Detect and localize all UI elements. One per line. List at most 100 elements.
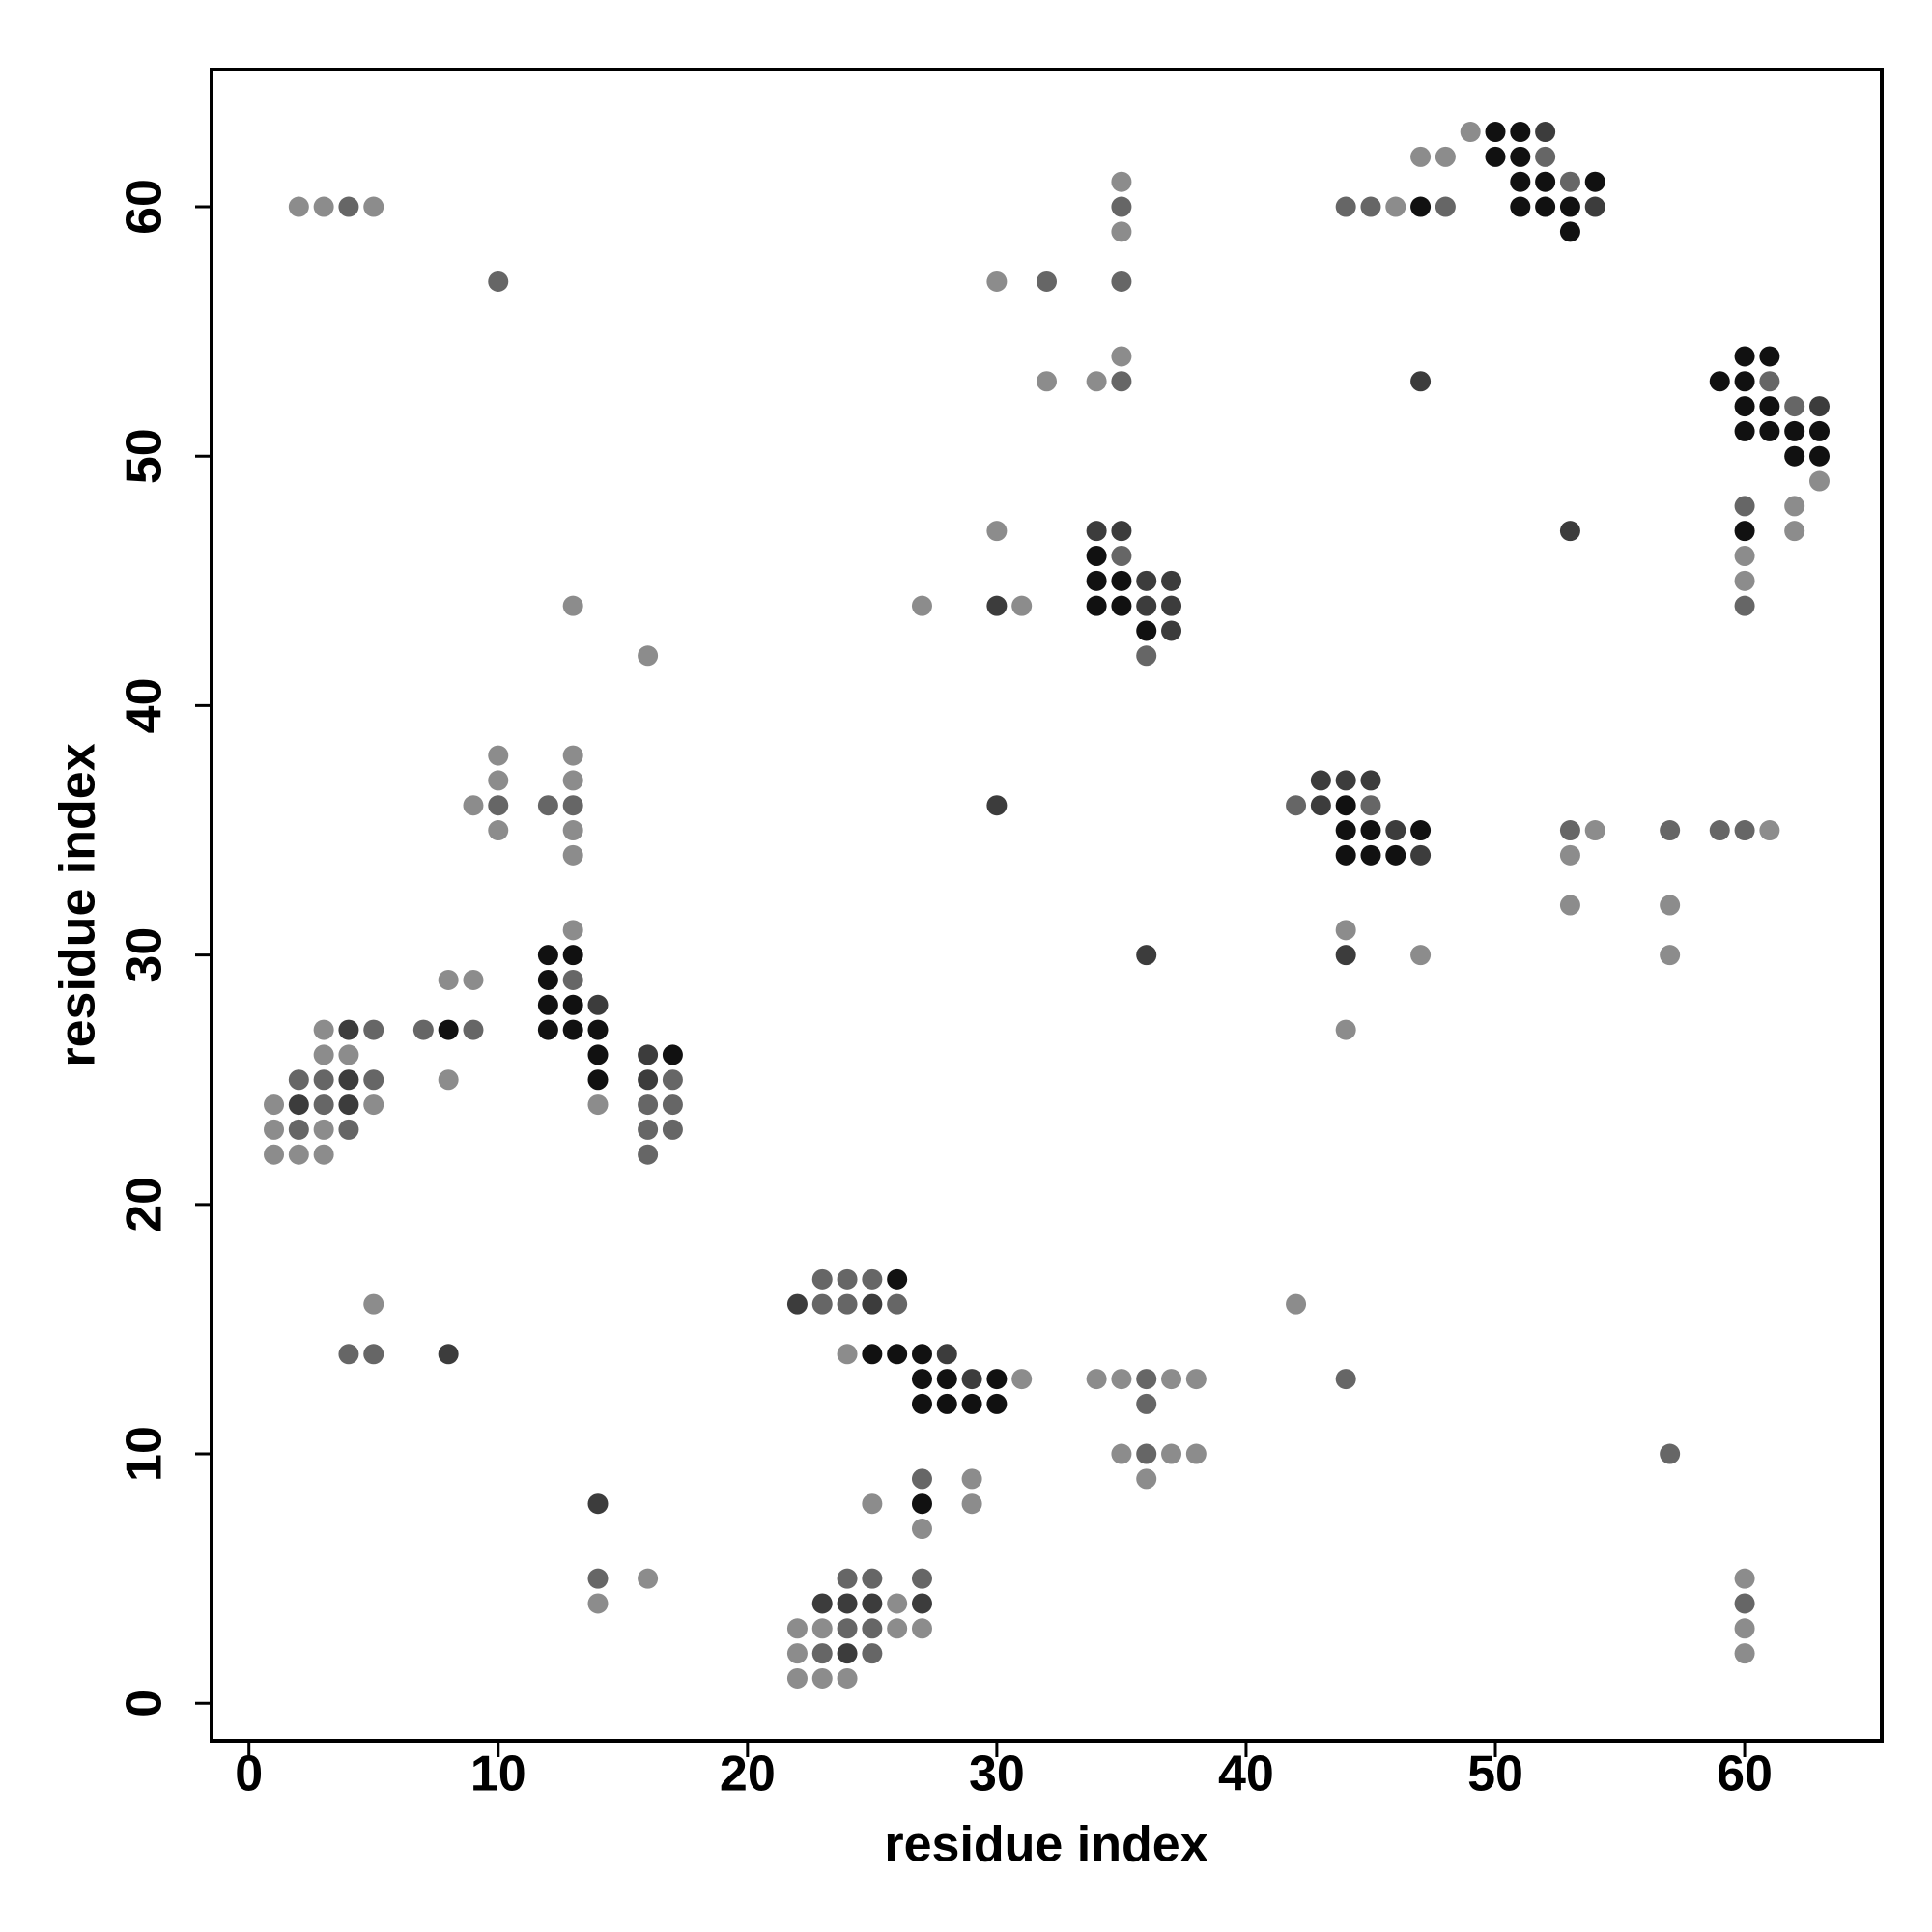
point [1485,146,1506,167]
point [862,1593,883,1614]
point [1111,570,1132,591]
point [986,1369,1008,1390]
point [1286,795,1307,816]
point [338,1069,359,1091]
point [438,1019,459,1040]
x-tick-label: 0 [235,1747,263,1803]
point [1510,171,1531,192]
point [264,1144,285,1165]
point [363,196,384,217]
point [1360,820,1381,841]
point [1360,844,1381,866]
point [313,1019,334,1040]
point [1784,445,1805,467]
point [363,1293,384,1315]
point [1734,371,1755,392]
point [1734,396,1755,417]
point [1410,820,1432,841]
point [811,1268,833,1290]
y-tick-label: 60 [117,179,173,235]
point [1435,196,1456,217]
point [1709,820,1730,841]
point [862,1493,883,1515]
point [911,1519,932,1540]
point [313,1044,334,1065]
point [1559,221,1580,242]
point [338,196,359,217]
point [1385,844,1406,866]
point [1385,196,1406,217]
point [264,1119,285,1140]
point [288,1094,309,1116]
point [911,1468,932,1490]
point [463,1019,484,1040]
point [1535,122,1556,143]
point [986,595,1008,616]
point [438,1344,459,1365]
point [264,1094,285,1116]
point [338,1094,359,1116]
point [1660,1443,1681,1464]
point [911,1618,932,1639]
point [1584,820,1605,841]
point [1335,1019,1356,1040]
point [862,1643,883,1664]
x-axis-title: residue index [884,1817,1208,1873]
point [1086,521,1107,542]
point [1136,645,1157,667]
point [862,1293,883,1315]
point [1784,420,1805,441]
point [1111,270,1132,292]
point [562,770,583,791]
point [1161,1443,1182,1464]
point [1660,945,1681,966]
point [837,1593,858,1614]
y-tick-label: 20 [117,1177,173,1233]
point [911,1493,932,1515]
point [1410,371,1432,392]
point [1759,820,1780,841]
point [862,1344,883,1365]
point [1111,546,1132,567]
point [837,1293,858,1315]
point [1410,945,1432,966]
point [811,1593,833,1614]
point [1111,171,1132,192]
point [338,1344,359,1365]
point [1559,521,1580,542]
point [1136,1393,1157,1414]
point [811,1643,833,1664]
point [288,1069,309,1091]
point [1784,396,1805,417]
point [1086,570,1107,591]
point [1660,895,1681,916]
y-tick-label: 40 [117,678,173,734]
point [1086,371,1107,392]
point [1335,196,1356,217]
point [961,1369,982,1390]
point [887,1293,908,1315]
point [562,1019,583,1040]
point [1136,595,1157,616]
point [1111,346,1132,367]
point [562,844,583,866]
point [1410,844,1432,866]
point [587,1568,609,1589]
point [1734,1568,1755,1589]
point [1808,445,1830,467]
point [887,1618,908,1639]
point [1011,1369,1033,1390]
point [1734,595,1755,616]
point [1111,221,1132,242]
point [1435,146,1456,167]
point [986,1393,1008,1414]
point [488,745,509,766]
point [1136,1468,1157,1490]
point [587,1044,609,1065]
x-tick-label: 50 [1467,1747,1523,1803]
point [911,1369,932,1390]
point [488,795,509,816]
point [936,1344,957,1365]
point [1136,570,1157,591]
point [911,1344,932,1365]
